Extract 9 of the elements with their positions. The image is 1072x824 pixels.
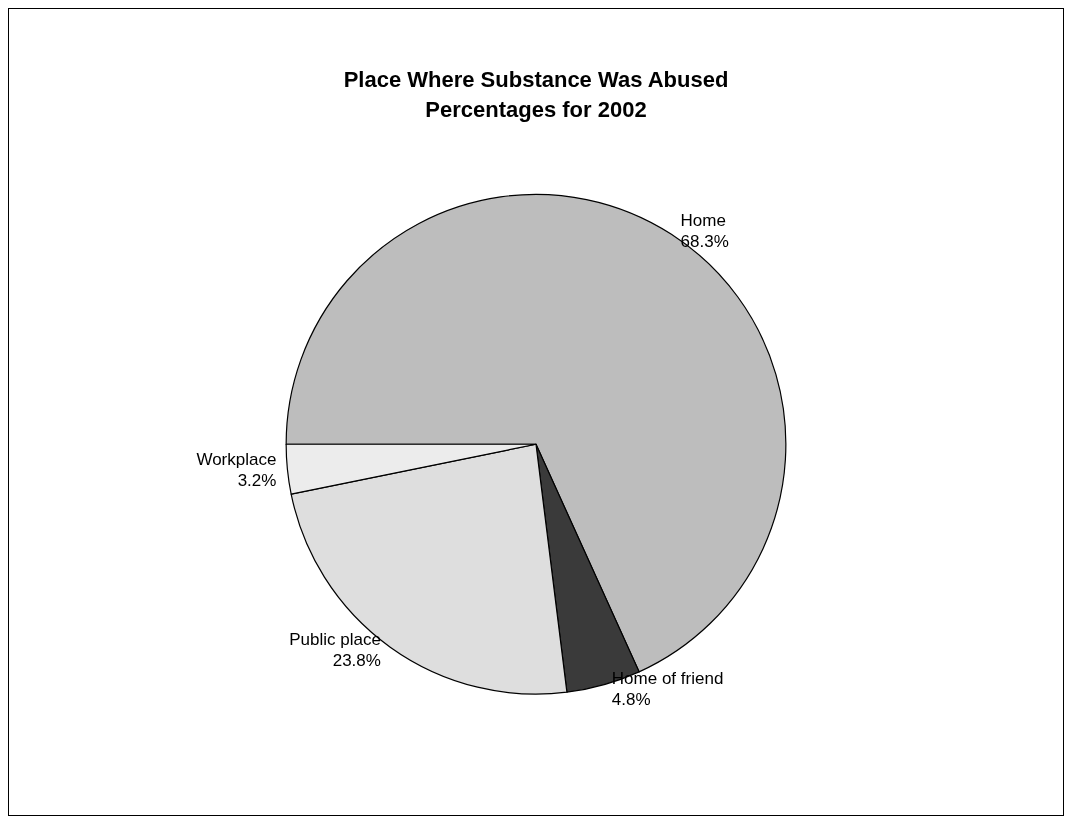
data-label: 3.2% — [237, 470, 277, 490]
chart-title: Place Where Substance Was Abused Percentages for 2002 — [343, 66, 729, 122]
slice-label: Public place — [289, 630, 381, 650]
data-label: 23.8% — [332, 651, 381, 671]
slice-label: Workplace — [196, 449, 277, 469]
slice-label: Home — [680, 210, 726, 230]
slice-label: Home of friend — [611, 668, 724, 688]
data-label: 68.3% — [680, 231, 729, 251]
data-label: 4.8% — [611, 689, 651, 709]
